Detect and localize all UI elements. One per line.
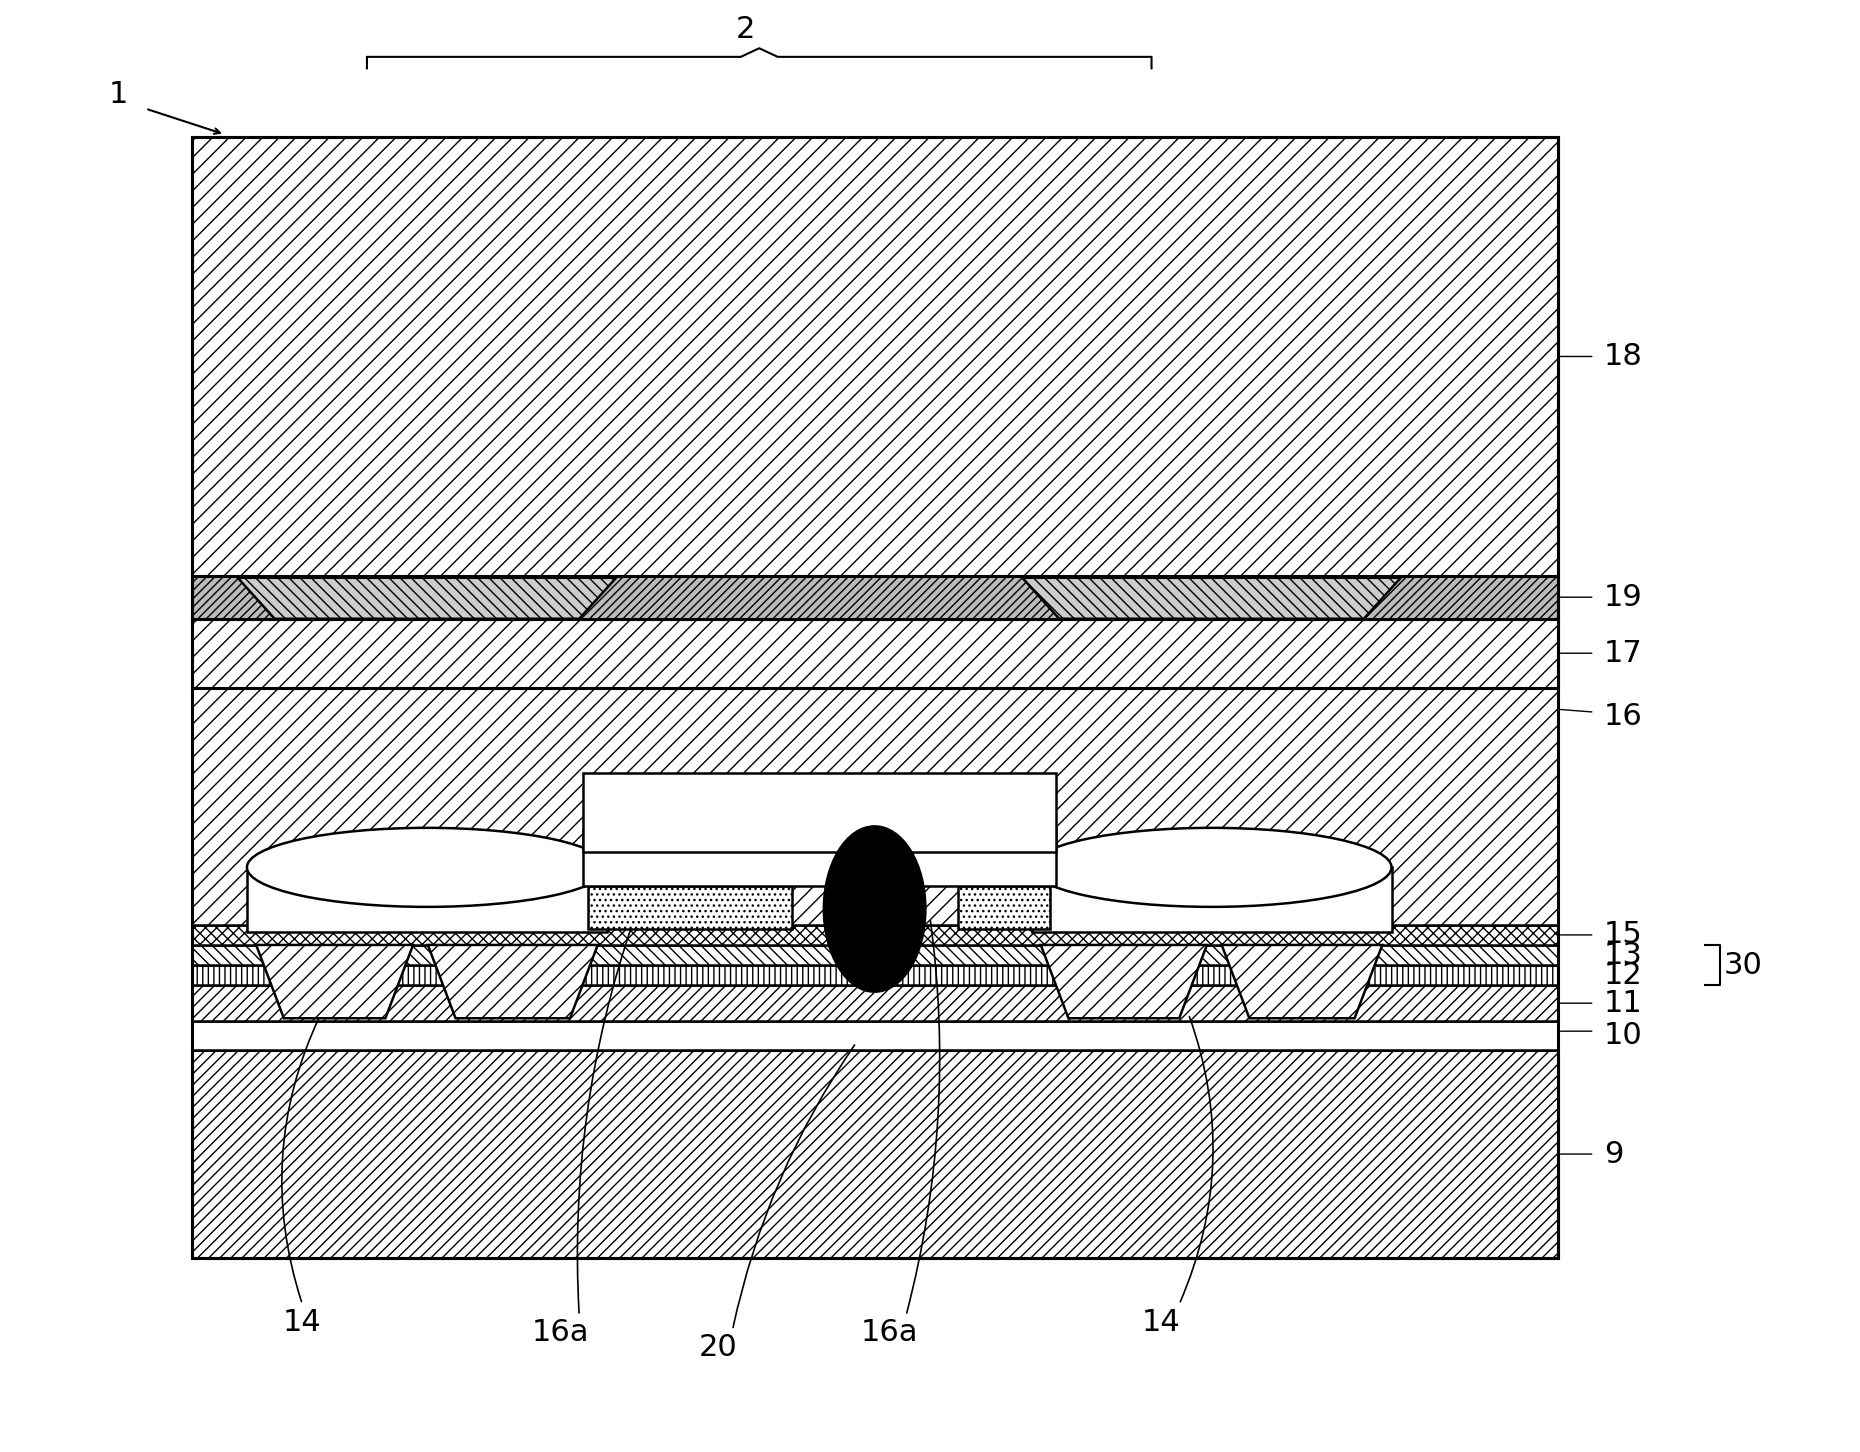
Text: 14: 14 bbox=[283, 1308, 322, 1337]
Bar bbox=[192, 138, 1557, 1259]
Bar bbox=[958, 886, 1051, 929]
Ellipse shape bbox=[824, 826, 926, 992]
Text: 2: 2 bbox=[737, 15, 755, 44]
Text: 11: 11 bbox=[1603, 989, 1642, 1018]
Text: 1: 1 bbox=[108, 80, 128, 109]
Text: 18: 18 bbox=[1603, 343, 1642, 370]
Bar bbox=[192, 945, 1557, 966]
Text: 9: 9 bbox=[1603, 1140, 1624, 1169]
Text: 10: 10 bbox=[1603, 1021, 1642, 1050]
Bar bbox=[192, 138, 1557, 575]
Text: 16a: 16a bbox=[532, 1318, 590, 1347]
Text: 30: 30 bbox=[1724, 951, 1763, 980]
Bar bbox=[1032, 867, 1391, 932]
Polygon shape bbox=[428, 945, 597, 1018]
Ellipse shape bbox=[247, 828, 606, 908]
Text: 20: 20 bbox=[698, 1333, 737, 1362]
Text: 16: 16 bbox=[1603, 701, 1642, 730]
Polygon shape bbox=[1042, 945, 1207, 1018]
Text: 14: 14 bbox=[1142, 1308, 1179, 1337]
Bar bbox=[192, 925, 1557, 945]
Text: 19: 19 bbox=[1603, 582, 1642, 611]
Text: 17: 17 bbox=[1603, 639, 1642, 668]
Bar bbox=[192, 688, 1557, 925]
Bar bbox=[582, 829, 1055, 886]
Text: 12: 12 bbox=[1603, 961, 1642, 990]
Bar bbox=[192, 1050, 1557, 1259]
Bar bbox=[588, 886, 792, 929]
Bar bbox=[192, 986, 1557, 1021]
Bar bbox=[582, 772, 1055, 851]
Bar bbox=[192, 575, 1557, 619]
Bar bbox=[247, 867, 606, 932]
Polygon shape bbox=[238, 578, 616, 619]
Bar bbox=[192, 1021, 1557, 1050]
Ellipse shape bbox=[1032, 828, 1391, 908]
Text: 13: 13 bbox=[1603, 941, 1642, 970]
Bar bbox=[192, 966, 1557, 986]
Bar bbox=[192, 619, 1557, 688]
Polygon shape bbox=[1023, 578, 1401, 619]
Text: 15: 15 bbox=[1603, 921, 1642, 950]
Polygon shape bbox=[257, 945, 413, 1018]
Text: 16a: 16a bbox=[861, 1318, 919, 1347]
Polygon shape bbox=[1222, 945, 1382, 1018]
